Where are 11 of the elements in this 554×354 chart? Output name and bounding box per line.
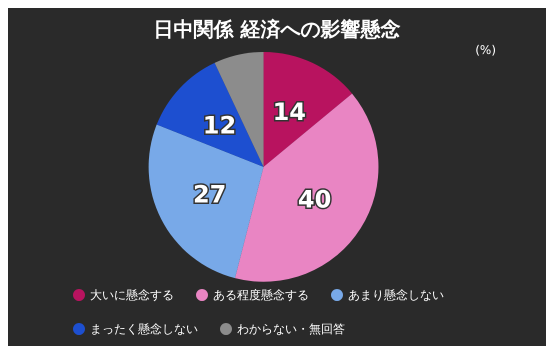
data-label: 27: [192, 180, 226, 208]
legend-label: 大いに懸念する: [90, 288, 174, 302]
data-label: 14: [272, 98, 306, 126]
data-label: 40: [298, 185, 332, 214]
legend-label: ある程度懸念する: [213, 288, 309, 302]
legend-label: まったく懸念しない: [90, 322, 198, 336]
data-label: 12: [202, 111, 236, 140]
legend-label: あまり懸念しない: [348, 288, 444, 302]
text: (%): [475, 43, 496, 57]
chart-title: 日中関係 経済への影響懸念: [154, 17, 400, 41]
legend-label: わからない・無回答: [237, 322, 345, 336]
